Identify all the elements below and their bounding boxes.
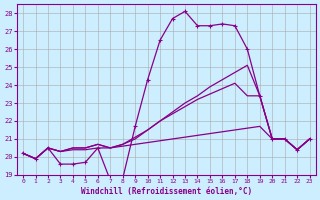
X-axis label: Windchill (Refroidissement éolien,°C): Windchill (Refroidissement éolien,°C) xyxy=(81,187,252,196)
